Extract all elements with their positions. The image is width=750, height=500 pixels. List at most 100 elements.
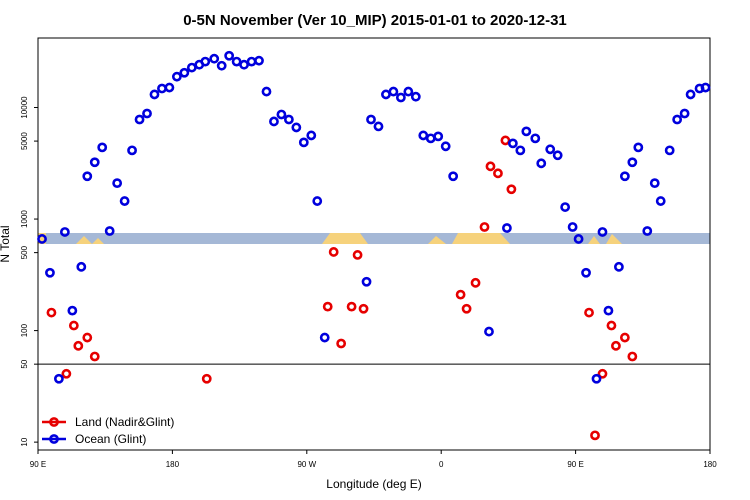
land-strip: [452, 233, 510, 244]
point: [485, 161, 496, 172]
point: [149, 89, 160, 100]
point: [515, 145, 526, 156]
point: [89, 351, 100, 362]
x-tick-label: 90 W: [297, 460, 316, 469]
point: [68, 320, 79, 331]
point: [239, 59, 249, 70]
legend-label: Land (Nadir&Glint): [75, 415, 174, 429]
x-tick-label: 0: [439, 460, 444, 469]
point: [560, 202, 571, 212]
point: [597, 368, 608, 379]
point: [291, 122, 302, 133]
point: [45, 267, 55, 278]
land-strip: [588, 236, 600, 244]
point: [61, 368, 72, 379]
point: [627, 157, 638, 168]
x-tick-label: 180: [703, 460, 717, 469]
point: [614, 261, 624, 272]
point: [179, 67, 190, 78]
point: [461, 303, 472, 314]
point: [254, 55, 264, 66]
point: [67, 305, 78, 316]
point: [231, 56, 242, 67]
point: [507, 138, 518, 149]
land-strip: [606, 234, 622, 244]
point: [633, 142, 644, 153]
land-strip: [428, 236, 446, 244]
point: [606, 320, 617, 331]
x-tick-label: 90 E: [567, 460, 583, 469]
point: [619, 332, 630, 343]
point: [89, 157, 100, 168]
land-strip: [76, 236, 92, 244]
point: [521, 126, 532, 137]
point: [403, 86, 414, 97]
legend-marker: [49, 417, 59, 427]
point: [479, 222, 490, 232]
point: [171, 71, 182, 82]
point: [319, 332, 330, 343]
chart-title: 0-5N November (Ver 10_MIP) 2015-01-01 to…: [183, 12, 567, 29]
plot-frame: [37, 37, 711, 451]
point: [672, 114, 683, 125]
point: [322, 301, 333, 312]
point: [104, 226, 115, 236]
point: [298, 137, 309, 148]
point: [312, 196, 323, 206]
point: [679, 108, 690, 119]
point: [82, 171, 93, 182]
point: [627, 351, 638, 362]
point: [493, 168, 503, 179]
point: [567, 222, 578, 232]
point: [470, 277, 481, 288]
point: [597, 227, 608, 237]
point: [336, 338, 347, 349]
point: [395, 92, 406, 103]
point: [440, 141, 451, 152]
point: [59, 227, 70, 237]
point: [352, 250, 363, 260]
point: [649, 178, 660, 189]
point: [200, 56, 211, 67]
y-tick-label: 10: [20, 437, 29, 446]
land-strip: [92, 238, 104, 244]
point: [573, 234, 584, 244]
point: [216, 60, 227, 71]
point: [591, 373, 602, 384]
point: [261, 86, 272, 97]
point: [448, 171, 459, 182]
ocean-strip: [38, 233, 710, 244]
point: [611, 340, 621, 351]
x-tick-label: 90 E: [30, 460, 46, 469]
point: [642, 226, 653, 236]
point: [502, 223, 512, 233]
point: [433, 131, 444, 142]
point: [664, 145, 675, 156]
point: [530, 133, 541, 144]
land-ocean-strip: [38, 233, 710, 244]
point: [142, 108, 152, 119]
point: [655, 196, 666, 206]
point: [134, 114, 145, 125]
point: [164, 82, 175, 93]
y-tick-label: 10000: [20, 96, 29, 119]
point: [373, 121, 384, 132]
point: [127, 145, 137, 156]
point: [366, 114, 376, 125]
point: [119, 196, 130, 206]
point: [410, 91, 421, 102]
point: [590, 430, 600, 441]
y-tick-label: 1000: [20, 210, 29, 228]
point: [700, 82, 711, 93]
point: [581, 267, 591, 278]
point: [388, 86, 399, 97]
point: [73, 340, 84, 351]
point: [358, 303, 369, 314]
legend-label: Ocean (Glint): [75, 432, 146, 446]
point: [685, 89, 696, 100]
point: [97, 142, 108, 153]
x-tick-label: 180: [166, 460, 180, 469]
y-axis-label: N Total: [0, 225, 12, 262]
